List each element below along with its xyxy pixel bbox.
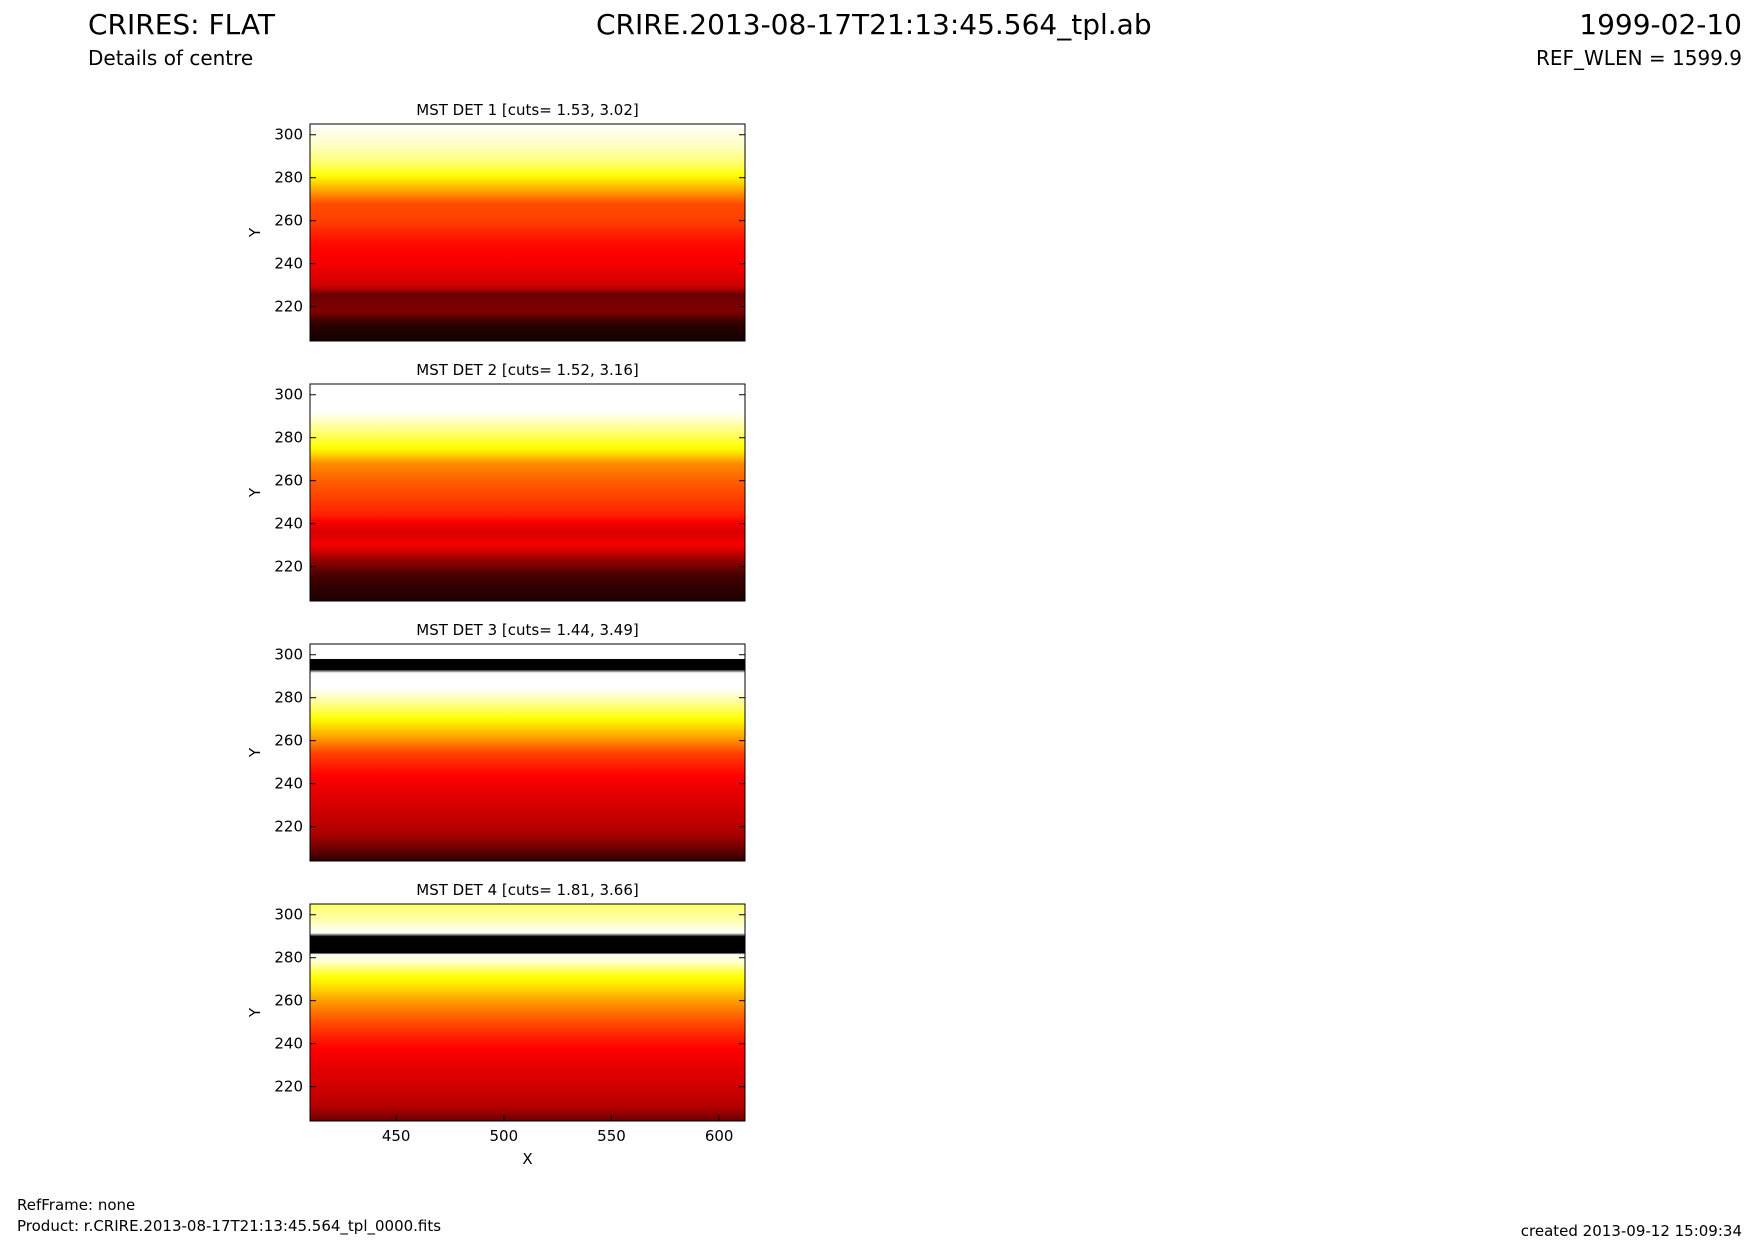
header-ref-wlen: REF_WLEN = 1599.9 [1535, 46, 1742, 70]
y-tick-label: 240 [274, 515, 303, 533]
header-subtitle: Details of centre [88, 46, 254, 70]
panel-title: MST DET 4 [cuts= 1.81, 3.66] [416, 881, 639, 899]
x-axis-label: X [522, 1150, 532, 1168]
panel-title: MST DET 2 [cuts= 1.52, 3.16] [416, 361, 639, 379]
x-tick-label: 600 [705, 1127, 734, 1145]
header-title: CRIRES: FLAT [88, 8, 275, 41]
y-tick-label: 260 [274, 992, 303, 1010]
y-tick-label: 280 [274, 429, 303, 447]
heatmap-panel-2: MST DET 2 [cuts= 1.52, 3.16] 220 240 260 280… [246, 361, 746, 602]
y-tick-label: 260 [274, 472, 303, 490]
y-tick-label: 220 [274, 298, 303, 316]
y-tick-label: 300 [274, 126, 303, 144]
y-axis-label: Y [246, 747, 264, 758]
footer-created: created 2013-09-12 15:09:34 [1520, 1222, 1742, 1240]
y-tick-label: 300 [274, 906, 303, 924]
heatmap-image [310, 644, 745, 861]
y-tick-label: 240 [274, 775, 303, 793]
y-axis-label: Y [246, 487, 264, 498]
y-tick-label: 220 [274, 818, 303, 836]
y-tick-label: 220 [274, 1078, 303, 1096]
heatmap-dark-band-1 [310, 659, 745, 670]
x-tick-label: 500 [489, 1127, 518, 1145]
heatmap-panel-3: MST DET 3 [cuts= 1.44, 3.49] 220 240 260 280… [246, 621, 746, 862]
y-tick-label: 220 [274, 558, 303, 576]
heatmap-panel-4: MST DET 4 [cuts= 1.81, 3.66] 220 240 260 280… [246, 881, 746, 1168]
y-tick-label: 300 [274, 386, 303, 404]
heatmap-panel-1: MST DET 1 [cuts= 1.53, 3.02] 220 240 260 280… [246, 101, 746, 342]
y-axis-label: Y [246, 227, 264, 238]
y-tick-label: 280 [274, 949, 303, 967]
y-tick-label: 240 [274, 1035, 303, 1053]
x-tick-label: 550 [597, 1127, 626, 1145]
plot-frame [309, 123, 746, 342]
y-tick-label: 240 [274, 255, 303, 273]
footer-ref-frame: RefFrame: none [17, 1196, 136, 1214]
panel-title: MST DET 1 [cuts= 1.53, 3.02] [416, 101, 639, 119]
y-tick-label: 260 [274, 212, 303, 230]
y-tick-label: 300 [274, 646, 303, 664]
footer-product: Product: r.CRIRE.2013-08-17T21:13:45.564… [17, 1217, 442, 1235]
y-axis-label: Y [246, 1007, 264, 1018]
plot-frame [309, 643, 746, 862]
x-tick-label: 450 [382, 1127, 411, 1145]
y-tick-label: 280 [274, 689, 303, 707]
header-date: 1999-02-10 [1579, 8, 1742, 41]
heatmap-dark-band-1 [310, 936, 745, 954]
y-tick-label: 260 [274, 732, 303, 750]
header-file-name: CRIRE.2013-08-17T21:13:45.564_tpl.ab [596, 8, 1152, 41]
y-tick-label: 280 [274, 169, 303, 187]
panel-title: MST DET 3 [cuts= 1.44, 3.49] [416, 621, 639, 639]
plot-frame [309, 383, 746, 602]
heatmap-image [310, 124, 745, 341]
heatmap-image [310, 384, 745, 601]
plot-frame [309, 903, 746, 1122]
